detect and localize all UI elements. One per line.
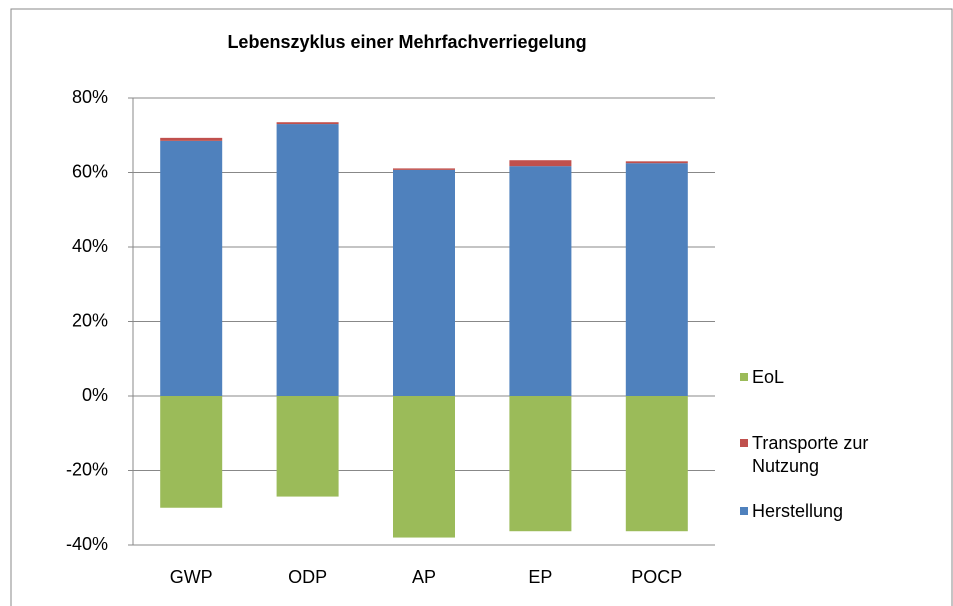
legend-label: Herstellung — [752, 501, 844, 521]
legend-item: EoL — [740, 366, 940, 389]
y-tick-label: 80% — [72, 87, 108, 107]
x-tick-label: POCP — [631, 567, 682, 587]
bar-segment — [160, 137, 223, 141]
bar-segment — [625, 161, 688, 164]
bar-segment — [160, 140, 223, 396]
x-tick-label: ODP — [288, 567, 327, 587]
y-tick-label: -20% — [66, 459, 108, 479]
legend-label: EoL — [752, 367, 785, 387]
bar-segment — [509, 166, 572, 396]
legend-swatch — [740, 507, 748, 515]
y-tick-label: 20% — [72, 310, 108, 330]
legend-item: Herstellung — [740, 500, 940, 523]
legend-item: Transporte zur Nutzung — [740, 432, 940, 478]
bar-segment — [625, 163, 688, 396]
bar-segment — [625, 396, 688, 532]
y-tick-label: 0% — [82, 385, 108, 405]
legend-swatch — [740, 373, 748, 381]
x-tick-label: AP — [412, 567, 436, 587]
x-tick-label: EP — [528, 567, 552, 587]
y-tick-label: 40% — [72, 236, 108, 256]
bar-segment — [509, 160, 572, 167]
chart-title: Lebenszyklus einer Mehrfachverriegelung — [227, 32, 586, 52]
legend-label: Transporte zur Nutzung — [752, 433, 869, 476]
y-tick-label: 60% — [72, 161, 108, 181]
bar-segment — [393, 168, 455, 170]
chart-border — [10, 8, 953, 606]
bar-segment — [276, 122, 339, 125]
y-tick-label: -40% — [66, 534, 108, 554]
bar-segment — [160, 396, 223, 508]
bar-segment — [276, 124, 339, 396]
bar-segment — [509, 396, 572, 532]
bar-segment — [393, 169, 455, 396]
bar-segment — [276, 396, 339, 497]
bar-segment — [393, 396, 455, 538]
legend-swatch — [740, 439, 748, 447]
x-tick-label: GWP — [170, 567, 213, 587]
